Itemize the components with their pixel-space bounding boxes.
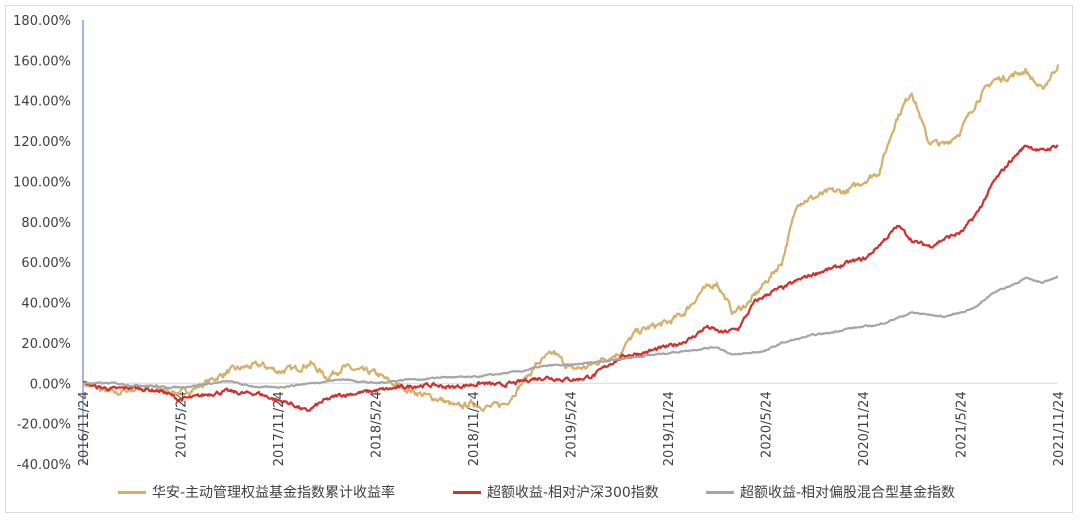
y-tick-label: 20.00% [21,337,71,352]
legend-swatch [706,490,734,494]
chart-frame [5,5,1073,513]
x-tick-label: 2017/11/24 [272,391,287,466]
x-tick-label: 2016/11/24 [77,391,92,466]
legend-item-excess-hs300: 超额收益-相对沪深300指数 [453,482,659,502]
y-tick-label: 80.00% [21,216,71,231]
x-tick-label: 2021/11/24 [1052,391,1067,466]
series-line-0 [81,64,1060,412]
legend-label: 华安-主动管理权益基金指数累计收益率 [152,485,396,501]
legend-item-excess-mixed: 超额收益-相对偏股混合型基金指数 [706,482,955,502]
y-tick-label: 0.00% [30,377,71,392]
x-tick-label: 2018/11/24 [467,391,482,466]
y-tick-label: 180.00% [13,14,71,29]
legend-item-cumulative-return: 华安-主动管理权益基金指数累计收益率 [118,482,395,502]
y-tick-label: -20.00% [17,418,71,433]
legend-label: 超额收益-相对偏股混合型基金指数 [740,485,956,501]
legend-label: 超额收益-相对沪深300指数 [487,485,659,501]
y-tick-label: 40.00% [21,297,71,312]
x-tick-label: 2017/5/24 [175,391,190,458]
legend-swatch [118,490,146,494]
y-tick-label: 100.00% [13,175,71,190]
series-line-2 [82,275,1059,390]
y-tick-label: 120.00% [13,135,71,150]
legend-swatch [453,490,481,494]
y-tick-label: 140.00% [13,95,71,110]
series-line-1 [82,144,1059,412]
y-tick-label: 60.00% [21,256,71,271]
x-tick-label: 2021/5/24 [955,391,970,458]
y-tick-label: 160.00% [13,54,71,69]
y-tick-label: -40.00% [17,458,71,473]
x-tick-label: 2020/5/24 [760,391,775,458]
x-tick-label: 2019/5/24 [565,391,580,458]
x-tick-label: 2020/11/24 [857,391,872,466]
x-tick-label: 2018/5/24 [370,391,385,458]
x-tick-label: 2019/11/24 [662,391,677,466]
